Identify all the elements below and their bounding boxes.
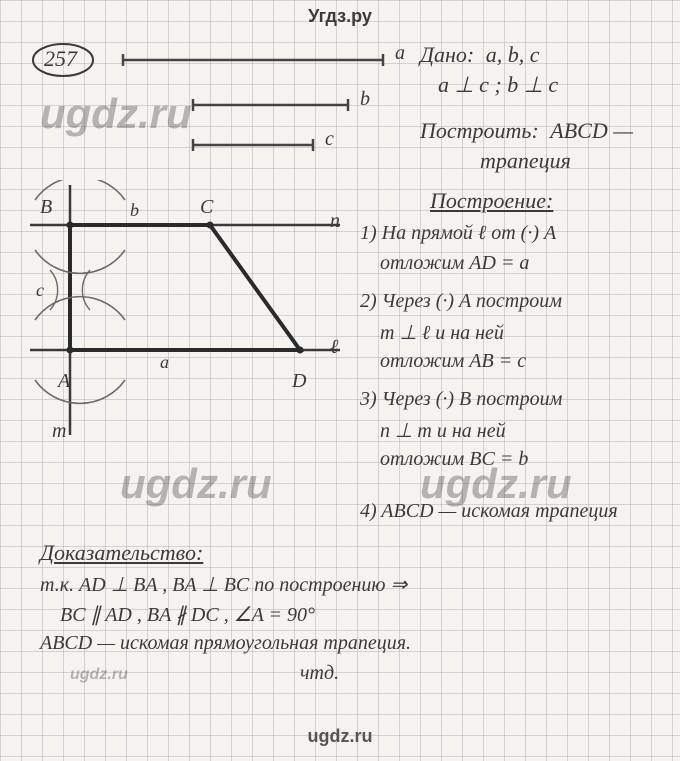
figure-side-b: b xyxy=(130,200,139,221)
step2a: 2) Через (·) A построим xyxy=(360,290,562,313)
proof-title: Доказательство: xyxy=(40,540,203,566)
build-title: Построить: ABCD — xyxy=(420,118,633,144)
footer-watermark: ugdz.ru xyxy=(0,726,680,747)
watermark-big-1: ugdz.ru xyxy=(40,90,192,138)
figure-label-A: A xyxy=(58,370,70,393)
proof-l2: BC ∥ AD , BA ∦ DC , ∠A = 90° xyxy=(60,602,315,627)
watermark-big-3: ugdz.ru xyxy=(420,460,572,508)
given-line1: a, b, c xyxy=(486,42,540,67)
page-title: Угдз.ру xyxy=(0,6,680,27)
segment-a-label: a xyxy=(395,42,405,65)
given-title: Дано: a, b, c xyxy=(420,42,540,68)
construction-title: Построение: xyxy=(430,188,553,214)
step3a: 3) Через (·) B построим xyxy=(360,388,562,411)
segment-c xyxy=(190,137,320,153)
given-title-text: Дано: xyxy=(420,42,474,67)
segment-b xyxy=(190,97,355,113)
step2b: m ⊥ ℓ и на ней xyxy=(380,320,504,345)
construction-figure xyxy=(20,180,350,440)
figure-label-C: C xyxy=(200,196,213,219)
step1b: отложим AD = a xyxy=(380,252,529,275)
proof-l1: т.к. AD ⊥ BA , BA ⊥ BC по построению ⇒ xyxy=(40,572,407,597)
segment-b-label: b xyxy=(360,88,370,111)
watermark-small: ugdz.ru xyxy=(70,666,128,684)
watermark-big-2: ugdz.ru xyxy=(120,460,272,508)
build-line1: ABCD — xyxy=(550,118,633,143)
figure-side-a: a xyxy=(160,352,169,373)
step2c: отложим AB = c xyxy=(380,350,526,373)
problem-number: 257 xyxy=(44,46,77,72)
proof-l3: ABCD — искомая прямоугольная трапеция. xyxy=(40,632,411,655)
build-title-text: Построить: xyxy=(420,118,539,143)
figure-side-c: c xyxy=(36,280,44,301)
figure-label-B: B xyxy=(40,196,52,219)
figure-label-D: D xyxy=(292,370,306,393)
build-line2: трапеция xyxy=(480,148,571,174)
proof-l4: чтд. xyxy=(300,662,339,685)
figure-label-n: n xyxy=(330,210,340,233)
step3b: n ⊥ m и на ней xyxy=(380,418,506,443)
segment-c-label: c xyxy=(325,128,334,151)
given-line2: a ⊥ c ; b ⊥ c xyxy=(438,72,558,98)
figure-label-l: ℓ xyxy=(330,336,338,359)
figure-label-m: m xyxy=(52,420,66,443)
segment-a xyxy=(120,52,390,68)
step1a: 1) На прямой ℓ от (·) A xyxy=(360,222,556,245)
